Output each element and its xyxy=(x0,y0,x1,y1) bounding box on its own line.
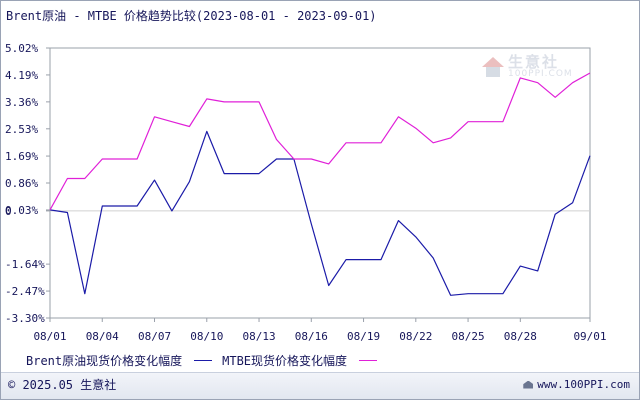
y-tick-label: 2.53% xyxy=(5,123,38,136)
x-tick-label: 08/16 xyxy=(295,330,328,343)
footer-copyright: © 2025.05 生意社 xyxy=(8,378,117,392)
x-tick-label: 08/28 xyxy=(504,330,537,343)
y-tick-label: 4.19% xyxy=(5,69,38,82)
x-tick-label: 08/10 xyxy=(190,330,223,343)
chart-title: Brent原油 - MTBE 价格趋势比较(2023-08-01 - 2023-… xyxy=(6,9,377,23)
y-tick-label: 3.36% xyxy=(5,96,38,109)
plot-area xyxy=(49,47,591,319)
y-tick-label: 1.69% xyxy=(5,150,38,163)
x-tick-label: 08/13 xyxy=(242,330,275,343)
legend: Brent原油现货价格变化幅度 MTBE现货价格变化幅度 xyxy=(26,352,387,369)
watermark-house-icon xyxy=(482,57,504,77)
y-tick-label: 0.86% xyxy=(5,177,38,190)
legend-label-brent: Brent原油现货价格变化幅度 xyxy=(26,354,183,368)
x-tick-label: 08/22 xyxy=(399,330,432,343)
footer-site-text: www.100PPI.com xyxy=(537,378,630,391)
x-tick-label: 08/19 xyxy=(347,330,380,343)
footer-site-link[interactable]: www.100PPI.com xyxy=(523,378,630,391)
watermark: 生意社 100PPI.COM xyxy=(482,55,573,79)
legend-label-mtbe: MTBE现货价格变化幅度 xyxy=(222,354,348,368)
y-tick-label: -2.47% xyxy=(5,285,45,298)
x-tick-label: 08/04 xyxy=(86,330,119,343)
y-tick-label: -3.30% xyxy=(5,312,45,325)
x-tick-label: 09/01 xyxy=(573,330,606,343)
legend-swatch-brent xyxy=(194,360,213,361)
x-tick-label: 08/01 xyxy=(33,330,66,343)
series-line-0 xyxy=(49,130,591,296)
legend-swatch-mtbe xyxy=(359,360,378,361)
x-tick-label: 08/07 xyxy=(138,330,171,343)
y-tick-label: 5.02% xyxy=(5,42,38,55)
watermark-text: 生意社 xyxy=(508,53,560,71)
home-icon xyxy=(523,380,534,389)
y-tick-label: 0.03% xyxy=(5,204,38,217)
y-tick-label: 0 xyxy=(5,205,12,218)
series-line-1 xyxy=(49,72,591,211)
y-tick-label: -1.64% xyxy=(5,258,45,271)
watermark-subtext: 100PPI.COM xyxy=(508,69,573,79)
x-tick-label: 08/25 xyxy=(452,330,485,343)
